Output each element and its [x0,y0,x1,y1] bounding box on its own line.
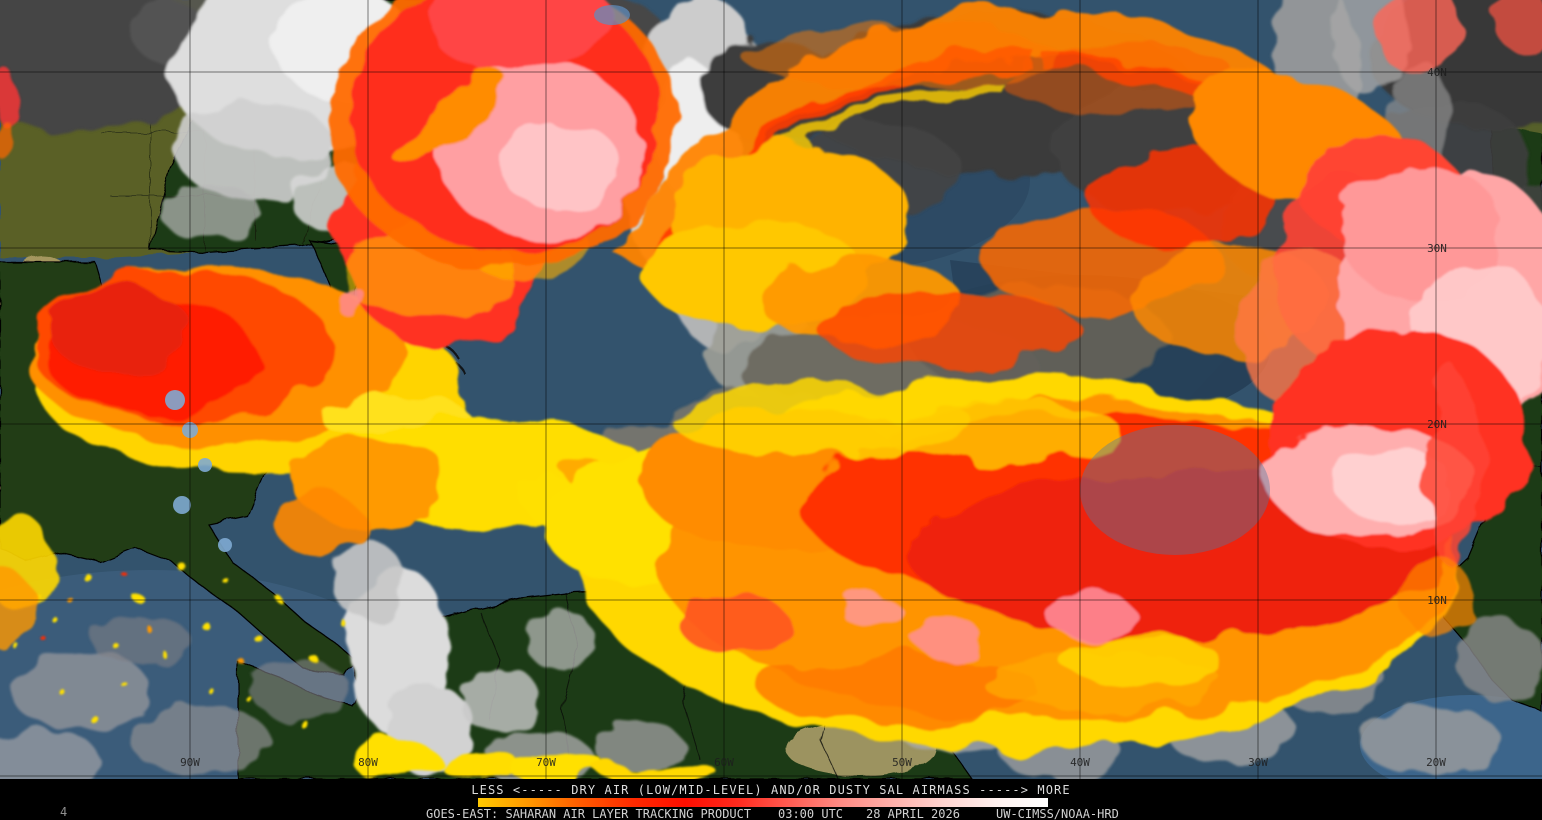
grid-label-10N: 10N [1427,594,1447,607]
product-info-line: GOES-EAST: SAHARAN AIR LAYER TRACKING PR… [0,807,1542,820]
grid-label-80W: 80W [358,756,378,769]
sal-northwest-pink-blob [325,0,675,270]
grid-label-60W: 60W [714,756,734,769]
longitude-labels: 90W 80W 70W 60W 50W 40W 30W 20W [180,756,1446,769]
sal-intensity-colorbar [478,798,1048,807]
grid-label-30W: 30W [1248,756,1268,769]
frame-number: 4 [60,805,68,819]
product-credit: UW-CIMSS/NOAA-HRD [996,807,1119,820]
grid-label-70W: 70W [536,756,556,769]
grid-label-20W: 20W [1426,756,1446,769]
satellite-map: 90W 80W 70W 60W 50W 40W 30W 20W 40N 30N 20N 10N [0,0,1542,779]
sal-speckle-fields [0,72,720,779]
product-name: GOES-EAST: SAHARAN AIR LAYER TRACKING PR… [426,807,752,820]
grid-label-50W: 50W [892,756,912,769]
sal-tropical-atlantic-plume [540,330,1530,750]
product-time: 03:00 UTC [778,807,844,820]
satellite-imagery: 90W 80W 70W 60W 50W 40W 30W 20W 40N 30N 20N 10N [0,0,1542,779]
legend-bar: 4 LESS <----- DRY AIR (LOW/MID-LEVEL) AN… [0,779,1542,820]
shallow-water-specks [165,5,1270,555]
product-date: 28 APRIL 2026 [866,807,960,820]
grid-label-90W: 90W [180,756,200,769]
grid-label-20N: 20N [1427,418,1447,431]
latlon-grid [0,0,1542,779]
clouds-bottomleft-ocean [0,615,350,779]
grid-label-40W: 40W [1070,756,1090,769]
grid-label-40N: 40N [1427,66,1447,79]
sal-gulf-of-mexico [25,265,470,475]
grid-label-30N: 30N [1427,242,1447,255]
legend-caption: LESS <----- DRY AIR (LOW/MID-LEVEL) AND/… [471,783,1071,797]
latitude-labels: 40N 30N 20N 10N [1427,66,1447,607]
sal-overlay [0,0,1542,779]
